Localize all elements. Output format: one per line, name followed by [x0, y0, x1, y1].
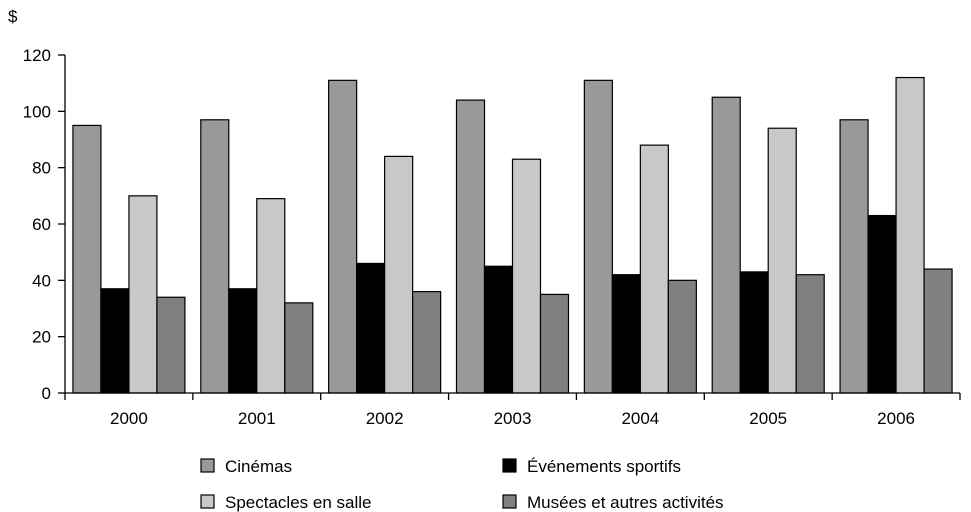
bar: [328, 79, 358, 394]
x-tick-label: 2005: [749, 409, 787, 428]
legend-swatch: [502, 458, 517, 473]
bar: [284, 302, 314, 394]
legend-label: Musées et autres activités: [527, 493, 724, 512]
bar: [739, 271, 769, 394]
bar: [228, 288, 258, 394]
bar: [667, 279, 697, 394]
legend-swatch: [200, 458, 215, 473]
bar: [412, 291, 442, 394]
bar: [895, 76, 925, 394]
bar: [256, 198, 286, 394]
bar: [511, 158, 542, 394]
x-tick-label: 2004: [621, 409, 659, 428]
bar: [611, 274, 641, 394]
x-tick-label: 2002: [366, 409, 404, 428]
bar: [455, 99, 486, 394]
legend-label: Spectacles en salle: [225, 493, 371, 512]
bar: [356, 262, 386, 394]
bar: [483, 265, 514, 394]
bar: [72, 124, 102, 394]
y-axis: 0 20 40 60 80 100 120: [23, 46, 66, 403]
y-tick-label: 40: [32, 271, 51, 290]
legend-swatch: [200, 494, 215, 509]
bar: [156, 296, 186, 394]
bar: [867, 214, 897, 394]
bar: [795, 274, 825, 394]
bar: [711, 96, 741, 394]
y-tick-label: 20: [32, 328, 51, 347]
legend-label: Événements sportifs: [527, 457, 681, 476]
bar: [200, 119, 230, 394]
legend-swatch: [502, 494, 517, 509]
x-tick-label: 2001: [238, 409, 276, 428]
bar: [128, 195, 158, 394]
y-tick-label: 100: [23, 102, 51, 121]
y-tick-label: 60: [32, 215, 51, 234]
y-tick-label: 80: [32, 159, 51, 178]
y-tick-label: 0: [42, 384, 51, 403]
legend: Cinémas Événements sportifs Spectacles en …: [200, 457, 724, 512]
y-axis-unit-label: $: [8, 7, 18, 26]
bar: [767, 127, 797, 394]
bar: [839, 119, 869, 394]
bar: [384, 155, 414, 394]
bar: [539, 293, 570, 394]
y-tick-label: 120: [23, 46, 51, 65]
bar: [923, 268, 953, 394]
legend-label: Cinémas: [225, 457, 292, 476]
bars: [72, 76, 953, 394]
x-tick-label: 2006: [877, 409, 915, 428]
bar: [639, 144, 669, 394]
x-tick-label: 2000: [110, 409, 148, 428]
bar: [100, 288, 130, 394]
x-axis: 2000 2001 2002 2003 2004 2005 2006: [64, 392, 961, 428]
bar: [583, 79, 613, 394]
x-tick-label: 2003: [494, 409, 532, 428]
